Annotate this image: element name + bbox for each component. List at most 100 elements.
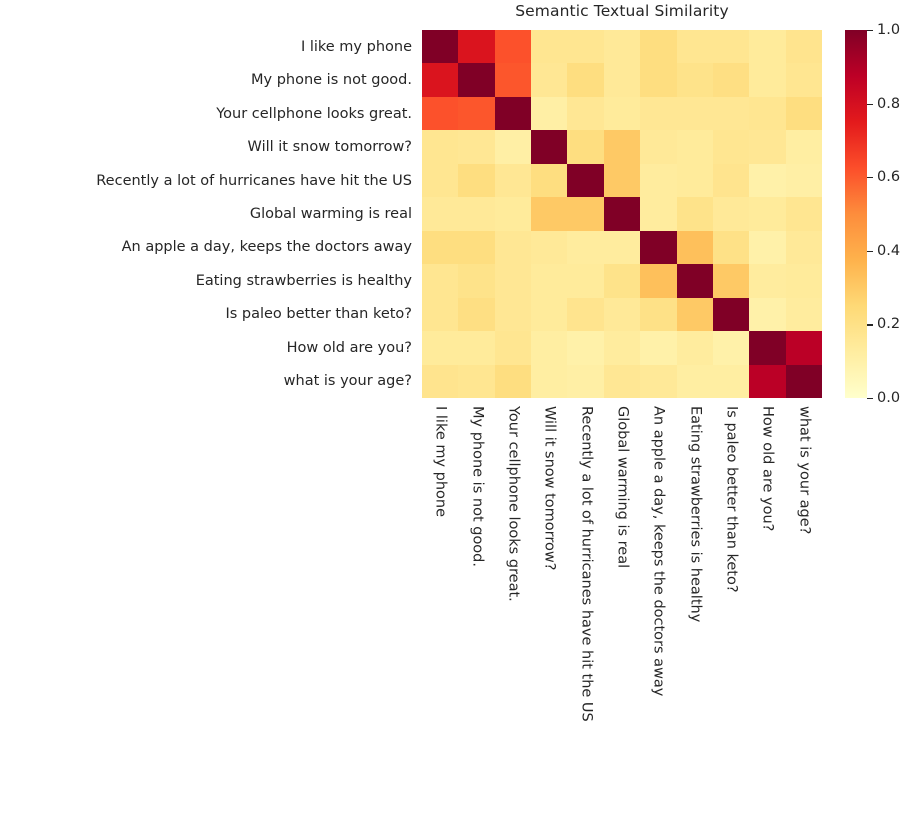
page-title: Semantic Textual Similarity [515, 2, 729, 20]
heatmap-cell [712, 63, 750, 97]
heatmap-cell [494, 264, 532, 298]
heatmap-cell [640, 163, 677, 198]
heatmap-cell [749, 331, 786, 365]
x-axis-tick-label-slot: Your cellphone looks great. [495, 398, 531, 818]
heatmap-cell [494, 331, 532, 365]
y-axis-tick-label: Is paleo better than keto? [225, 306, 412, 323]
heatmap-cell [640, 197, 677, 231]
x-axis-tick-label-slot: I like my phone [422, 398, 458, 818]
heatmap-cell [749, 130, 786, 164]
heatmap-cell [785, 331, 822, 365]
heatmap-cell [640, 63, 677, 97]
colorbar-tick-label: 0.6 [877, 169, 901, 186]
x-axis-tick-label: Recently a lot of hurricanes have hit th… [577, 406, 594, 722]
heatmap-cell [676, 30, 713, 64]
x-axis-tick-label: Eating strawberries is healthy [686, 406, 703, 623]
heatmap-cell [422, 63, 459, 97]
y-axis-tick-label: what is your age? [283, 373, 412, 390]
heatmap-cell [567, 63, 604, 97]
heatmap-cell [422, 297, 459, 332]
heatmap-cell [567, 331, 604, 365]
heatmap-cell [567, 163, 604, 198]
heatmap-cell [676, 264, 713, 298]
x-axis-tick-label: How old are you? [759, 406, 776, 532]
heatmap-cell [749, 264, 786, 298]
heatmap-cell [676, 63, 713, 97]
heatmap-cell [603, 96, 641, 131]
heatmap-cell [567, 364, 604, 398]
heatmap-cell [531, 331, 568, 365]
heatmap-cell [422, 197, 459, 231]
x-axis-tick-label-slot: Eating strawberries is healthy [677, 398, 713, 818]
heatmap-cell [458, 230, 495, 265]
y-axis-tick-label: My phone is not good. [251, 72, 412, 89]
colorbar-tick [867, 398, 873, 400]
heatmap-cell [494, 163, 532, 198]
x-axis-tick-label-slot: what is your age? [786, 398, 822, 818]
heatmap-cell [676, 331, 713, 365]
colorbar-tick [867, 30, 873, 32]
y-axis-tick-label: Your cellphone looks great. [216, 105, 412, 122]
heatmap-cell [749, 63, 786, 97]
heatmap-cell [531, 96, 568, 131]
heatmap-cell [458, 197, 495, 231]
heatmap-cell [422, 30, 459, 64]
heatmap-cell [676, 163, 713, 198]
heatmap-cell [494, 230, 532, 265]
heatmap-cell [676, 297, 713, 332]
y-axis-tick-labels: I like my phone My phone is not good. Your… [0, 30, 412, 398]
heatmap-cell [603, 163, 641, 198]
heatmap-cell [458, 130, 495, 164]
heatmap-cell [567, 197, 604, 231]
heatmap-cell [749, 96, 786, 131]
heatmap-cell [567, 297, 604, 332]
heatmap-cell [749, 197, 786, 231]
heatmap-cell [640, 230, 677, 265]
colorbar: 1.0 0.8 0.6 0.4 0.2 0.0 [845, 22, 915, 406]
heatmap-cell [531, 297, 568, 332]
heatmap-cell [603, 364, 641, 398]
heatmap-cell [640, 130, 677, 164]
heatmap-cell [712, 96, 750, 131]
heatmap-cell [531, 163, 568, 198]
heatmap-cell [640, 364, 677, 398]
heatmap-cell [458, 163, 495, 198]
y-axis-tick-label: How old are you? [286, 339, 412, 356]
heatmap-cell [712, 130, 750, 164]
x-axis-tick-label-slot: An apple a day, keeps the doctors away [640, 398, 676, 818]
x-axis-tick-label: Your cellphone looks great. [505, 406, 522, 602]
heatmap-cell [785, 63, 822, 97]
x-axis-tick-label: An apple a day, keeps the doctors away [650, 406, 667, 697]
x-axis-tick-label: I like my phone [432, 406, 449, 518]
heatmap-cell [785, 197, 822, 231]
heatmap-cell [640, 297, 677, 332]
heatmap-cell [712, 230, 750, 265]
heatmap-cell [676, 230, 713, 265]
y-axis-tick-label: Will it snow tomorrow? [247, 139, 412, 156]
heatmap-cell [749, 230, 786, 265]
heatmap-cell [712, 297, 750, 332]
heatmap-cell [785, 264, 822, 298]
heatmap-cell [422, 230, 459, 265]
colorbar-tick [867, 250, 873, 253]
heatmap-cell [603, 30, 641, 64]
heatmap-cell [567, 130, 604, 164]
x-axis-tick-label-slot: My phone is not good. [458, 398, 494, 818]
x-axis-tick-label-slot: Recently a lot of hurricanes have hit th… [567, 398, 603, 818]
colorbar-tick-label: 1.0 [877, 22, 901, 38]
heatmap-cell [494, 130, 532, 164]
x-axis-tick-label: Is paleo better than keto? [723, 406, 740, 593]
heatmap-cell [567, 30, 604, 64]
y-axis-tick-label: Global warming is real [249, 205, 412, 222]
heatmap-cell [712, 30, 750, 64]
heatmap-cell [712, 197, 750, 231]
heatmap-cell [531, 197, 568, 231]
colorbar-tick [867, 103, 873, 105]
heatmap-cell [640, 264, 677, 298]
heatmap-cell [531, 30, 568, 64]
heatmap-cell [494, 197, 532, 231]
heatmap-cell [494, 364, 532, 398]
x-axis-tick-label: Global warming is real [614, 406, 631, 569]
x-axis-tick-label-slot: How old are you? [749, 398, 785, 818]
